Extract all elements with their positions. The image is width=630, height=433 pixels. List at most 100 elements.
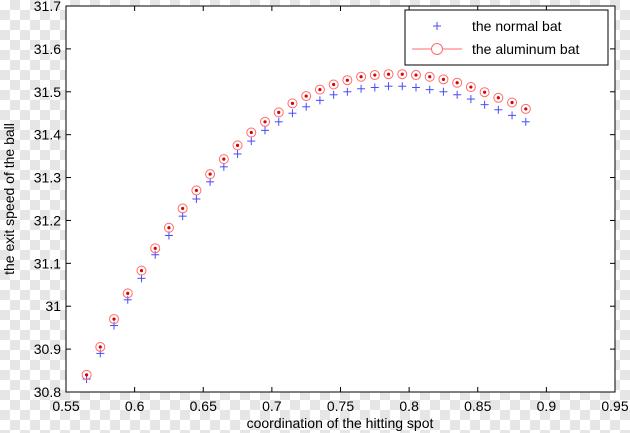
aluminum-bat-point: [465, 82, 476, 93]
aluminum-bat-point: [314, 84, 325, 95]
normal-bat-point: [508, 111, 517, 120]
aluminum-bat-point: [81, 369, 92, 380]
y-tick-label: 31.4: [34, 127, 61, 143]
aluminum-bat-point-center: [524, 107, 528, 111]
normal-bat-point: [178, 212, 187, 221]
x-tick-label: 0.7: [262, 398, 282, 414]
legend-label-aluminum-bat: the aluminum bat: [472, 41, 580, 57]
normal-bat-point: [398, 82, 407, 91]
aluminum-bat-point: [273, 107, 284, 118]
normal-bat-point: [192, 195, 201, 203]
x-tick-label: 0.9: [537, 398, 557, 414]
aluminum-bat-point-ring: [95, 341, 106, 352]
aluminum-bat-point-center: [428, 75, 432, 79]
aluminum-bat-point-ring: [81, 369, 92, 380]
aluminum-bat-point-ring: [493, 92, 504, 103]
aluminum-bat-point-ring: [383, 69, 394, 80]
aluminum-bat-point-center: [167, 226, 171, 230]
aluminum-bat-point-center: [304, 94, 308, 98]
y-tick-label: 31: [45, 298, 61, 314]
normal-bat-point: [247, 137, 256, 146]
aluminum-bat-point-center: [483, 90, 487, 94]
plot-area: [65, 5, 616, 393]
aluminum-bat-point-ring: [136, 265, 147, 276]
aluminum-bat-point: [301, 91, 312, 102]
normal-bat-point: [137, 274, 146, 283]
aluminum-bat-point-center: [400, 72, 404, 76]
aluminum-bat-point-center: [332, 82, 336, 87]
normal-bat-point: [329, 90, 338, 99]
aluminum-bat-point-center: [496, 96, 500, 100]
aluminum-bat-point-ring: [246, 127, 257, 138]
aluminum-bat-point-ring: [205, 169, 216, 180]
x-tick-label: 0.55: [52, 398, 79, 414]
aluminum-bat-point-ring: [438, 74, 449, 85]
legend-marker-normal-bat: [433, 22, 441, 30]
aluminum-bat-point: [479, 87, 490, 98]
x-tick-label: 0.75: [327, 398, 354, 414]
aluminum-bat-point: [424, 71, 435, 82]
aluminum-bat-point-ring: [479, 87, 490, 98]
legend-marker-aluminum-bat: [412, 43, 462, 55]
y-tick-label: 31.1: [34, 255, 61, 271]
aluminum-bat-point: [397, 69, 408, 80]
aluminum-bat-point: [246, 127, 257, 138]
normal-bat-point: [357, 84, 366, 93]
aluminum-bat-point: [122, 288, 133, 299]
normal-bat-point: [343, 87, 352, 96]
aluminum-bat-point-center: [359, 75, 363, 79]
legend: the normal bat the aluminum bat: [404, 9, 609, 66]
aluminum-bat-point-center: [469, 85, 473, 89]
y-tick-label: 31.3: [34, 170, 61, 186]
aluminum-bat-point-ring: [260, 116, 271, 127]
normal-bat-point: [480, 100, 489, 109]
normal-bat-point: [302, 102, 311, 111]
aluminum-bat-point: [383, 69, 394, 80]
aluminum-bat-point-center: [235, 143, 240, 147]
aluminum-bat-point: [260, 116, 271, 127]
normal-bat-point: [439, 87, 448, 96]
aluminum-bat-point: [136, 265, 147, 276]
aluminum-bat-point-ring: [314, 84, 325, 95]
aluminum-bat-point: [507, 97, 518, 108]
aluminum-bat-point-ring: [452, 77, 463, 88]
aluminum-bat-point-ring: [109, 314, 120, 325]
normal-bat-point: [151, 250, 160, 259]
aluminum-bat-point-center: [208, 172, 212, 176]
x-tick-label: 0.65: [190, 398, 217, 414]
aluminum-bat-point: [452, 77, 463, 88]
aluminum-bat-point-center: [414, 73, 418, 77]
y-tick-label: 31.6: [34, 41, 61, 57]
aluminum-bat-point-ring: [397, 69, 408, 80]
normal-bat-point: [96, 349, 105, 358]
aluminum-bat-point-ring: [218, 154, 229, 165]
aluminum-bat-point: [177, 203, 188, 214]
aluminum-bat-point-ring: [191, 185, 202, 196]
normal-bat-point: [411, 83, 420, 92]
aluminum-bat-point-center: [277, 110, 281, 114]
normal-bat-point: [453, 90, 462, 99]
aluminum-bat-point-center: [386, 72, 391, 76]
y-axis-ticks: 30.8 30.9 31 31.1 31.2 31.3 31.4 31.5 31.6 31.7: [34, 0, 615, 400]
normal-bat-point: [315, 96, 324, 105]
data-points: [81, 69, 531, 384]
aluminum-bat-point: [191, 185, 202, 196]
aluminum-bat-point-ring: [369, 70, 380, 81]
normal-bat-point: [233, 149, 242, 158]
normal-bat-point: [206, 177, 215, 186]
aluminum-bat-point-center: [153, 246, 157, 250]
aluminum-bat-point: [150, 243, 161, 254]
aluminum-bat-point: [493, 92, 504, 103]
normal-bat-point: [494, 105, 503, 114]
aluminum-bat-point-ring: [424, 71, 435, 82]
normal-bat-point: [110, 321, 119, 330]
aluminum-bat-point-center: [84, 373, 89, 377]
aluminum-bat-point-center: [345, 78, 349, 82]
aluminum-bat-point-ring: [507, 97, 518, 108]
aluminum-bat-point-ring: [328, 79, 339, 90]
aluminum-bat-point-center: [318, 88, 322, 92]
x-tick-label: 0.95: [601, 398, 628, 414]
normal-bat-point: [466, 95, 475, 104]
aluminum-bat-point-center: [126, 291, 130, 295]
legend-symbol-normal-bat: [433, 22, 441, 30]
